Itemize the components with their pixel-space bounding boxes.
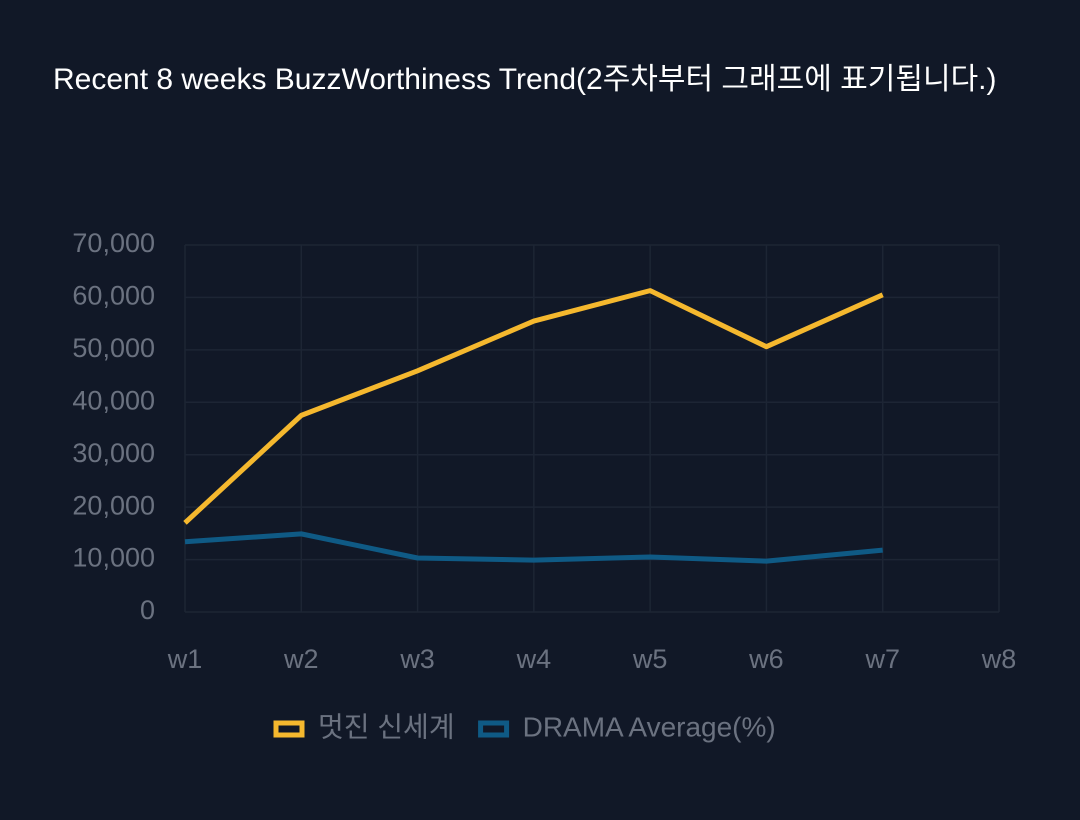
legend-label: 멋진 신세계: [318, 711, 455, 742]
x-tick-label: w7: [864, 644, 900, 674]
x-tick-label: w3: [399, 644, 435, 674]
y-tick-label: 70,000: [72, 228, 155, 258]
x-tick-label: w2: [283, 644, 319, 674]
y-tick-label: 0: [140, 595, 155, 625]
y-tick-label: 40,000: [72, 385, 155, 415]
legend-label: DRAMA Average(%): [523, 711, 776, 742]
x-tick-label: w5: [632, 644, 668, 674]
x-tick-label: w8: [981, 644, 1017, 674]
x-tick-label: w4: [516, 644, 552, 674]
y-tick-label: 10,000: [72, 543, 155, 573]
y-tick-label: 30,000: [72, 438, 155, 468]
x-tick-label: w6: [748, 644, 784, 674]
line-series: [183, 288, 884, 525]
x-tick-label: w1: [167, 644, 203, 674]
legend-swatch: [273, 720, 305, 738]
line-series: [184, 531, 883, 564]
legend-swatch: [478, 720, 510, 738]
y-tick-label: 20,000: [72, 490, 155, 520]
y-tick-label: 60,000: [72, 281, 155, 311]
chart-title: Recent 8 weeks BuzzWorthiness Trend(2주차부…: [53, 63, 997, 96]
y-tick-label: 50,000: [72, 333, 155, 363]
